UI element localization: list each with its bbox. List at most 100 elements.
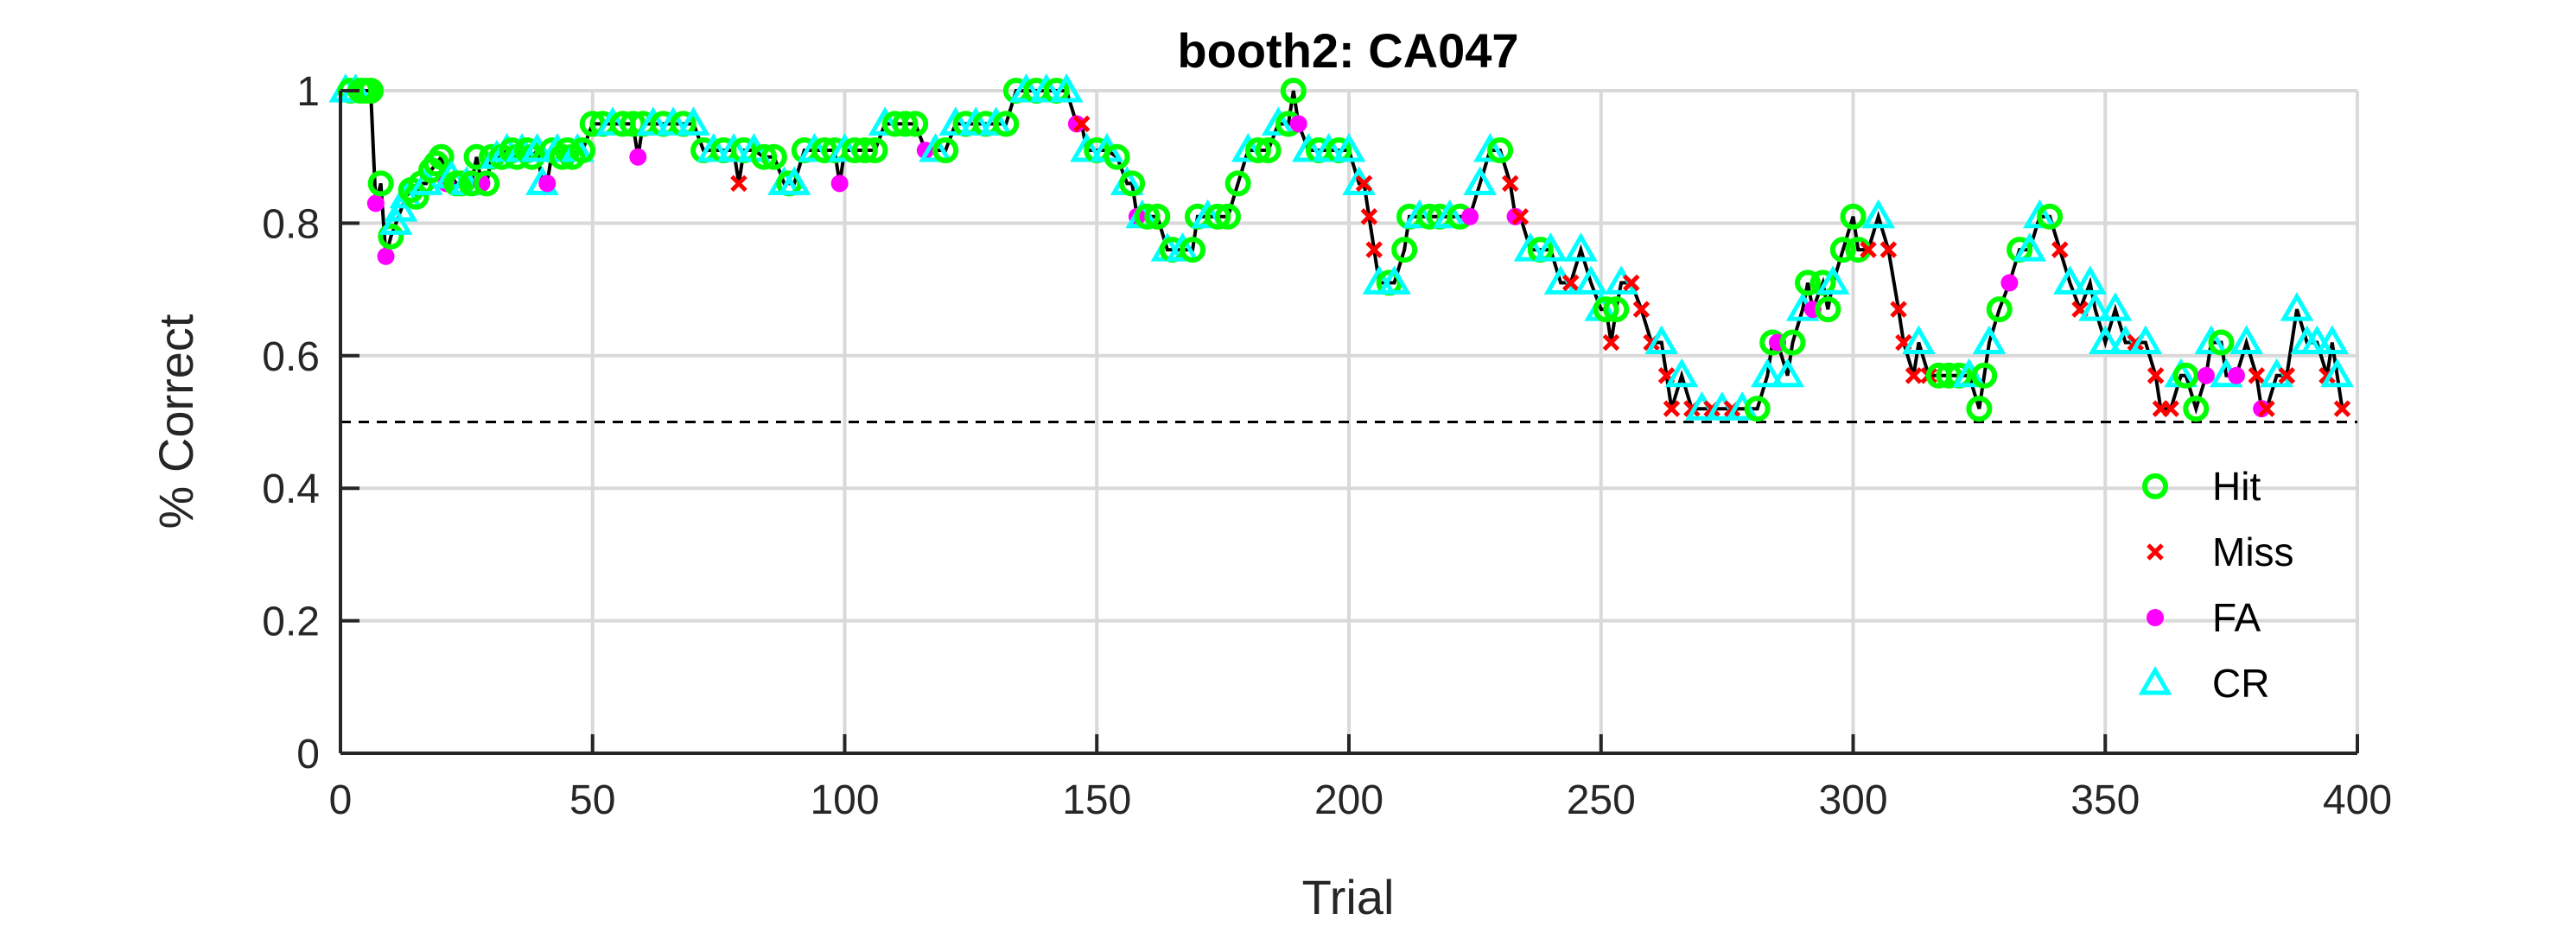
hit-marker — [1815, 296, 1841, 323]
miss-cross — [1622, 274, 1640, 292]
hit-marker — [1180, 237, 1206, 263]
cr-marker — [938, 106, 973, 136]
fa-marker — [2227, 366, 2245, 384]
cr-marker — [2128, 325, 2163, 354]
miss-cross — [2258, 400, 2275, 417]
legend-fa-marker — [2147, 609, 2164, 626]
fa-marker — [629, 148, 647, 166]
miss-marker — [730, 174, 747, 193]
legend-cr-label: CR — [2212, 661, 2269, 706]
hit-marker — [1205, 203, 1231, 230]
cr-marker — [828, 133, 862, 162]
cr-marker — [2078, 292, 2112, 321]
miss-marker — [1602, 333, 1620, 352]
legend: Hit Miss FA CR — [2138, 464, 2294, 706]
markers — [328, 73, 2354, 422]
y-tick-label: 0.2 — [262, 599, 320, 645]
x-tick-label: 100 — [810, 777, 879, 823]
miss-cross — [1663, 400, 1681, 417]
cr-marker — [2098, 292, 2133, 321]
hit-marker — [1144, 203, 1171, 230]
x-axis-title: Trial — [1302, 870, 1395, 924]
cr-marker — [777, 166, 811, 195]
legend-miss-label: Miss — [2212, 530, 2294, 574]
hit-marker — [358, 78, 385, 104]
miss-cross — [1511, 207, 1530, 225]
miss-cross — [1632, 301, 1651, 318]
miss-cross — [1860, 241, 1877, 258]
miss-cross — [1905, 367, 1923, 384]
cr-marker — [656, 106, 690, 136]
cr-marker — [798, 133, 831, 162]
miss-marker — [1072, 115, 1091, 133]
cr-marker — [1816, 265, 1850, 295]
cr-marker — [2023, 199, 2057, 229]
cr-marker — [677, 106, 710, 136]
fa-marker — [1067, 115, 1085, 133]
cr-marker — [2315, 325, 2350, 354]
hit-marker — [378, 223, 404, 250]
miss-cross — [2333, 400, 2351, 417]
cr-marker — [2053, 265, 2087, 295]
fa-marker — [2197, 366, 2215, 384]
y-tick-label: 0 — [296, 732, 320, 777]
cr-marker — [958, 106, 993, 136]
cr-marker — [1513, 232, 1548, 262]
cr-marker — [1534, 232, 1568, 262]
hit-marker — [862, 137, 888, 164]
miss-marker — [1501, 174, 1519, 193]
cr-marker — [868, 106, 902, 136]
legend-cr-marker — [2138, 665, 2172, 695]
hit-marker — [1119, 170, 1146, 197]
hit-marker — [1603, 296, 1630, 323]
miss-marker — [1860, 241, 1877, 258]
hit-marker — [1840, 203, 1867, 230]
x-tick-label: 150 — [1062, 777, 1131, 823]
miss-marker — [2162, 400, 2179, 417]
cr-marker — [1564, 232, 1598, 262]
hit-marker — [1255, 137, 1282, 164]
cr-marker — [1312, 133, 1345, 162]
miss-marker — [1632, 301, 1651, 318]
miss-cross — [1602, 333, 1620, 352]
hit-marker — [1779, 329, 1806, 356]
x-tick-label: 350 — [2070, 777, 2140, 823]
cr-marker — [1009, 73, 1043, 103]
cr-marker — [1861, 199, 1896, 229]
miss-cross — [2147, 367, 2165, 384]
legend-hit-marker — [2142, 473, 2168, 499]
y-tick-label: 0.8 — [262, 201, 320, 247]
miss-marker — [1360, 207, 1378, 225]
cr-marker — [2013, 232, 2047, 262]
legend-item-fa: FA — [2147, 595, 2261, 640]
cr-marker — [1463, 166, 1498, 195]
fa-marker — [538, 174, 557, 193]
miss-marker — [1562, 274, 1580, 292]
axes: 0 50 100 150 200 250 300 350 400 0 0.2 0.4 0.6 0.8 1 — [262, 69, 2392, 823]
hit-marker — [1829, 237, 1856, 263]
cr-marker — [595, 106, 630, 136]
hit-marker — [2183, 396, 2210, 422]
miss-marker — [1663, 400, 1681, 417]
miss-marker — [1355, 174, 1373, 193]
hit-marker — [1971, 362, 1998, 389]
fa-marker — [2253, 400, 2271, 418]
miss-marker — [2258, 400, 2275, 417]
hit-marker — [1134, 203, 1161, 230]
cr-marker — [1049, 73, 1084, 103]
hit-marker — [902, 111, 929, 137]
miss-marker — [2248, 367, 2266, 384]
hit-marker — [2037, 203, 2064, 230]
miss-marker — [2278, 367, 2296, 384]
hit-marker — [1104, 143, 1130, 170]
cr-marker — [1291, 133, 1326, 162]
x-tick-label: 250 — [1567, 777, 1636, 823]
legend-item-miss: Miss — [2147, 530, 2294, 574]
cr-marker — [1377, 265, 1411, 295]
miss-cross — [1880, 241, 1898, 258]
cr-marker — [1750, 358, 1784, 388]
hit-marker — [367, 170, 394, 197]
hit-marker — [474, 170, 500, 197]
